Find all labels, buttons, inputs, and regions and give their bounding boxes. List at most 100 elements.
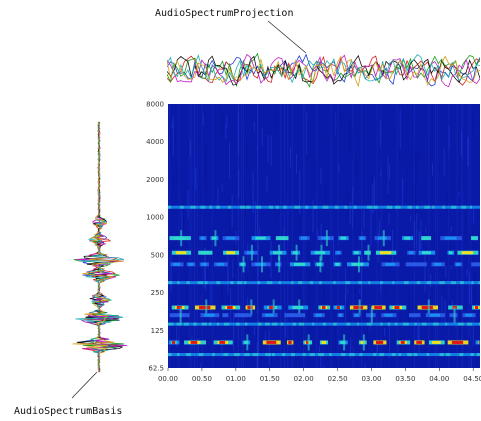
heatmap-noise — [379, 119, 381, 148]
band-segment — [402, 322, 409, 326]
heatmap-noise — [278, 203, 280, 218]
heatmap-noise — [354, 110, 356, 130]
heatmap-noise — [353, 214, 355, 236]
heatmap-noise — [329, 322, 331, 359]
heatmap-noise — [344, 294, 346, 326]
band-note-core — [434, 262, 442, 266]
heatmap-noise — [274, 206, 276, 225]
heatmap-noise — [270, 135, 272, 167]
band-note-core — [365, 251, 370, 255]
heatmap-noise — [431, 163, 433, 176]
heatmap-noise — [460, 129, 462, 156]
band-transient — [278, 244, 281, 261]
heatmap-noise — [173, 175, 175, 192]
heatmap-noise — [202, 228, 204, 262]
heatmap-noise — [400, 337, 402, 363]
band-segment — [223, 322, 230, 326]
heatmap-noise — [229, 196, 231, 237]
heatmap-noise — [259, 227, 261, 237]
heatmap-column — [292, 104, 294, 368]
band-segment — [470, 353, 474, 357]
heatmap-column — [470, 104, 472, 368]
band-transient — [357, 256, 360, 273]
heatmap-noise — [200, 178, 202, 217]
heatmap-noise — [450, 264, 452, 270]
band-note-core — [351, 262, 364, 266]
heatmap-noise — [409, 215, 411, 222]
heatmap-noise — [302, 298, 304, 337]
band-note-core — [448, 251, 453, 255]
x-tick-label: 04.50 — [463, 375, 481, 383]
basis-pointer — [71, 371, 98, 399]
heatmap-noise — [275, 106, 277, 135]
heatmap-column — [168, 104, 170, 368]
heatmap-noise — [371, 173, 373, 184]
band-segment — [168, 353, 172, 357]
heatmap-noise — [213, 218, 215, 242]
band-note-core — [354, 313, 359, 317]
heatmap-noise — [335, 253, 337, 262]
heatmap-noise — [448, 297, 450, 323]
band-segment — [197, 281, 204, 285]
heatmap-noise — [380, 138, 382, 166]
band-note-core — [255, 236, 266, 240]
heatmap-noise — [452, 300, 454, 306]
band-note-core — [315, 313, 322, 317]
heatmap-noise — [242, 126, 244, 134]
heatmap-noise — [459, 312, 461, 354]
band-transient — [205, 299, 208, 316]
band-segment — [265, 353, 271, 357]
heatmap-noise — [455, 310, 457, 329]
heatmap-noise — [377, 349, 379, 368]
heatmap-noise — [351, 128, 353, 160]
band-segment — [290, 353, 295, 357]
projection-pointer — [267, 20, 307, 54]
band-transient — [214, 230, 217, 247]
band-segment — [265, 322, 270, 326]
heatmap-noise — [264, 331, 266, 345]
band-note-core — [473, 262, 480, 266]
band-note-hot — [355, 306, 361, 310]
heatmap-noise — [299, 216, 301, 224]
heatmap-noise — [260, 340, 262, 364]
band-segment — [255, 205, 262, 209]
heatmap-noise — [172, 115, 174, 156]
band-segment — [407, 205, 413, 209]
projection-label: AudioSpectrumProjection — [155, 8, 293, 19]
heatmap-noise — [441, 296, 443, 322]
band-note-core — [216, 262, 225, 266]
heatmap-band — [171, 299, 480, 316]
heatmap-noise — [467, 136, 469, 168]
heatmap-noise — [283, 227, 285, 255]
heatmap-column — [287, 104, 289, 368]
band-segment — [426, 281, 431, 285]
heatmap-noise — [298, 217, 300, 254]
band-note-core — [432, 340, 441, 344]
heatmap-noise — [355, 152, 357, 183]
heatmap-noise — [168, 229, 170, 253]
band-segment — [366, 205, 373, 209]
band-segment — [233, 353, 240, 357]
band-segment — [298, 322, 304, 326]
heatmap-noise — [443, 147, 445, 176]
heatmap-noise — [186, 336, 188, 341]
heatmap-column — [212, 104, 214, 368]
y-tick-label: 500 — [151, 251, 164, 259]
band-segment — [416, 281, 421, 285]
basis-series-line — [75, 121, 125, 373]
heatmap-noise — [449, 238, 451, 252]
heatmap-noise — [334, 136, 336, 141]
band-note-core — [226, 251, 236, 255]
heatmap-noise — [221, 280, 223, 304]
heatmap-noise — [286, 162, 288, 196]
band-segment — [309, 281, 314, 285]
band-segment — [442, 205, 445, 209]
band-segment — [445, 322, 448, 326]
heatmap-noise — [187, 274, 189, 306]
band-note-core — [380, 251, 392, 255]
heatmap-column — [330, 104, 332, 368]
heatmap-noise — [389, 322, 391, 358]
band-segment — [313, 205, 318, 209]
band-note-core — [243, 340, 249, 344]
